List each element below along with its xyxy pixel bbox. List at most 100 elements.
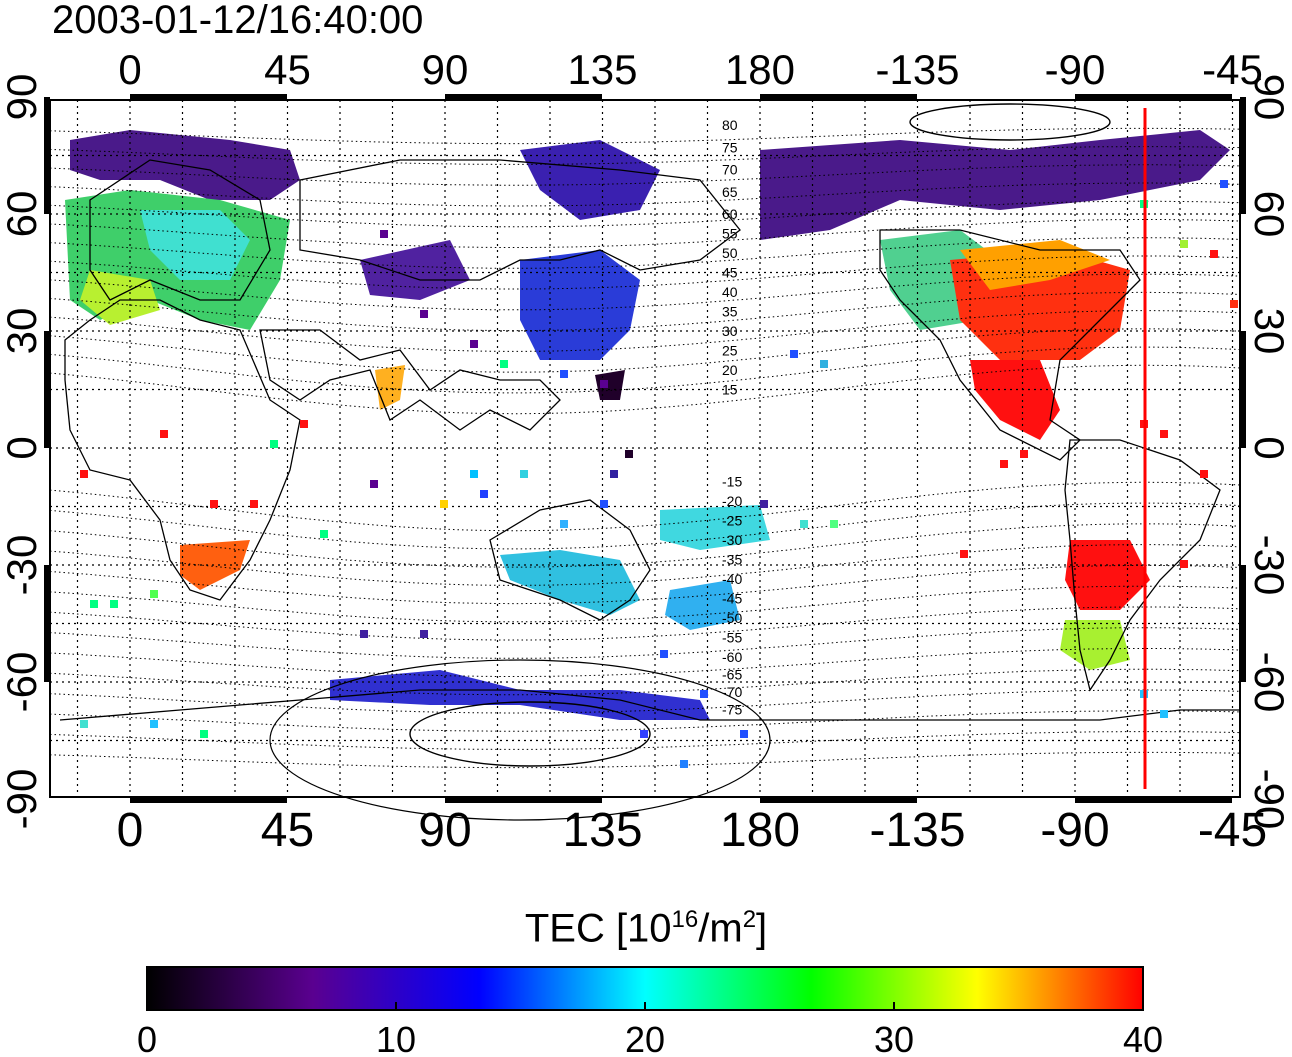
- tec-data-point: [600, 380, 608, 388]
- contour-label: -45: [722, 591, 742, 607]
- magnetic-contour-line: [49, 544, 1241, 586]
- tec-data-point: [520, 470, 528, 478]
- coastline-path: [59, 689, 1240, 721]
- magnetic-contour-line: [49, 751, 1241, 769]
- contour-label: -60: [722, 649, 742, 665]
- lat-label-right: 30: [1246, 308, 1292, 355]
- tec-data-point: [640, 730, 648, 738]
- tec-data-point: [800, 520, 808, 528]
- magnetic-contour-line: [49, 310, 1241, 352]
- tec-data-point: [680, 760, 688, 768]
- tec-patch-arctic-na: [760, 130, 1230, 240]
- contour-label: 35: [722, 304, 738, 320]
- coastline-path: [64, 299, 301, 601]
- tec-patch-south-am-tip: [1060, 620, 1130, 670]
- coastlines: [59, 159, 1240, 721]
- frame-segment: [760, 797, 917, 803]
- map-frame: [49, 99, 1241, 798]
- magnetic-contour-line: [49, 273, 1241, 311]
- frame-segment: [1240, 97, 1246, 214]
- tec-data-point: [1220, 180, 1228, 188]
- tec-data-point: [1230, 300, 1238, 308]
- magnetic-contour-line: [49, 564, 1241, 605]
- magnetic-contour-line: [49, 127, 1241, 145]
- frame-segment: [1240, 331, 1246, 448]
- tec-patch-s-africa: [180, 540, 250, 590]
- tec-patch-pacific: [660, 505, 770, 550]
- lat-labels-right: 90 60 30 0 -30 -60 -90: [1246, 74, 1292, 830]
- graticule-grid: [50, 100, 1240, 797]
- magnetic-contour-line: [49, 710, 1241, 732]
- colorbar-tick-label: 40: [1123, 1019, 1163, 1057]
- tec-data-point: [1160, 710, 1168, 718]
- tec-data-point: [210, 500, 218, 508]
- magnetic-contour-line: [49, 481, 1241, 532]
- lat-label-right: 90: [1246, 74, 1292, 121]
- lat-label-left: 30: [0, 308, 45, 355]
- tec-data-point: [300, 420, 308, 428]
- magnetic-contours: [49, 103, 1241, 821]
- tec-data-point: [440, 500, 448, 508]
- magnetic-contour-line: [49, 502, 1241, 550]
- lon-label-top: 135: [567, 46, 637, 93]
- contour-label: 30: [722, 323, 738, 339]
- lat-labels-left: 90 60 30 0 -30 -60 -90: [0, 74, 45, 830]
- top-lon-labels: 0 45 90 135 180 -135 -90 -45: [118, 46, 1263, 93]
- tec-data-point: [110, 600, 118, 608]
- coastline-path: [1064, 439, 1221, 692]
- bottom-lon-labels: 0 45 90 135 180 -135 -90 -45: [117, 804, 1268, 857]
- lat-label-left: -30: [0, 535, 45, 596]
- tec-patch-nz: [665, 580, 740, 630]
- lon-label-bottom: 0: [117, 804, 144, 857]
- contour-label: 20: [722, 362, 738, 378]
- tec-data-point: [740, 730, 748, 738]
- tec-patch-india: [375, 365, 405, 410]
- lat-label-right: -30: [1246, 535, 1292, 596]
- tec-data-point: [420, 310, 428, 318]
- frame-segment: [760, 94, 917, 100]
- tec-patch-siberia: [520, 140, 660, 220]
- tec-data-point: [150, 720, 158, 728]
- contour-labels: 80 75 70 65 60 55 50 45 40 35 30 25 20 15 -15 -20 -25 -30…: [722, 117, 742, 718]
- contour-label: -25: [722, 513, 742, 529]
- lat-label-left: -60: [0, 652, 45, 713]
- lon-label-bottom: -135: [869, 804, 965, 857]
- tec-data-point: [1000, 460, 1008, 468]
- tec-patch-asia-north: [360, 240, 470, 300]
- colorbar-tick-label: 30: [874, 1019, 914, 1057]
- contour-label: -40: [722, 571, 742, 587]
- tec-data-layer: [65, 130, 1230, 720]
- frame-segment: [130, 94, 287, 100]
- magnetic-contour-line: [49, 668, 1241, 696]
- lon-label-bottom: 90: [418, 804, 471, 857]
- contour-label: 55: [722, 226, 738, 242]
- tec-data-points: [80, 180, 1238, 768]
- magnetic-contour-line: [49, 237, 1241, 269]
- lon-label-bottom: 180: [720, 804, 800, 857]
- tec-data-point: [960, 550, 968, 558]
- frame-segment: [1075, 797, 1232, 803]
- frame-segment: [1240, 565, 1246, 682]
- tec-data-point: [1210, 250, 1218, 258]
- tec-data-point: [1160, 430, 1168, 438]
- contour-label: 50: [722, 245, 738, 261]
- frame-segment: [44, 565, 50, 682]
- tec-data-point: [250, 500, 258, 508]
- magnetic-contour-line: [49, 291, 1241, 332]
- contour-label: 45: [722, 265, 738, 281]
- tec-data-point: [1180, 240, 1188, 248]
- contour-label: -50: [722, 610, 742, 626]
- tec-data-point: [790, 350, 798, 358]
- tec-data-point: [560, 520, 568, 528]
- tec-data-point: [760, 500, 768, 508]
- lon-label-top: 180: [725, 46, 795, 93]
- contour-label: -55: [722, 630, 742, 646]
- contour-label: 15: [722, 382, 738, 398]
- lon-label-top: -135: [875, 46, 959, 93]
- tec-data-point: [160, 430, 168, 438]
- contour-label: -65: [722, 667, 742, 683]
- contour-label: 65: [722, 184, 738, 200]
- tec-patch-australia: [500, 550, 640, 615]
- tec-patch-antarctic: [330, 670, 710, 720]
